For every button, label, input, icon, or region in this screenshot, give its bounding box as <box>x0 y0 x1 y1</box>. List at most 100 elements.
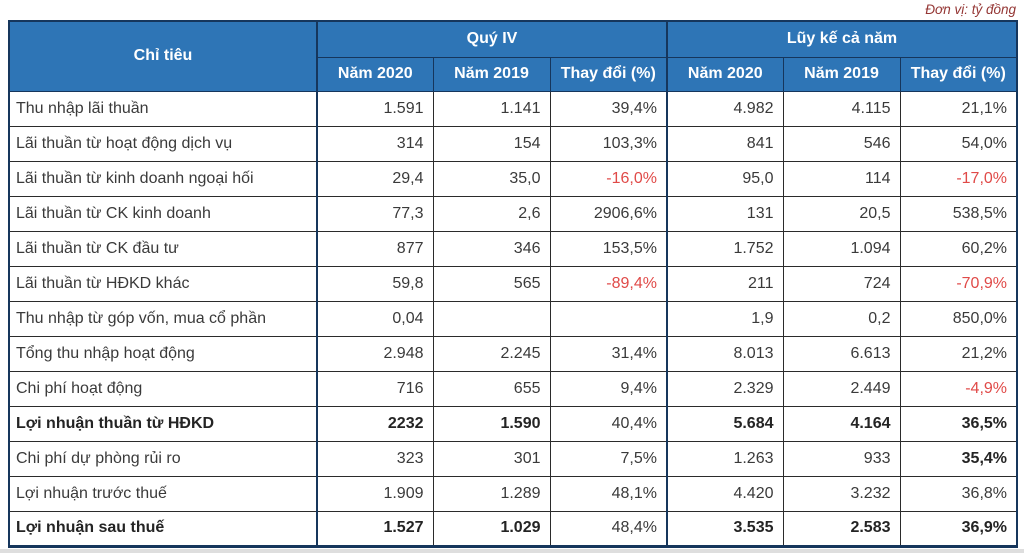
value-cell: 48,4% <box>549 510 668 547</box>
row-label: Thu nhập từ góp vốn, mua cổ phần <box>8 300 318 337</box>
value-cell: 95,0 <box>666 160 784 197</box>
value-cell: 1.094 <box>782 230 901 267</box>
value-cell: 2.329 <box>666 370 784 407</box>
value-cell: 1.289 <box>432 475 551 512</box>
value-cell: -17,0% <box>899 160 1018 197</box>
value-cell: 4.115 <box>782 90 901 127</box>
value-cell: 0,2 <box>782 300 901 337</box>
value-cell: 1.591 <box>316 90 434 127</box>
value-cell: 724 <box>782 265 901 302</box>
group-header-q4: Quý IV <box>316 20 668 58</box>
value-cell: 103,3% <box>549 125 668 162</box>
table-row: Lãi thuần từ HĐKD khác 59,8 565 -89,4% 211 72… <box>8 265 1018 302</box>
table-row: Chi phí dự phòng rủi ro 323 301 7,5% 1.263 93… <box>8 440 1018 477</box>
value-cell: 35,4% <box>899 440 1018 477</box>
table-header: Chỉ tiêu Quý IV Lũy kế cả năm Năm 2020 N… <box>8 20 1018 92</box>
value-cell <box>549 300 668 337</box>
row-label: Lợi nhuận thuần từ HĐKD <box>8 405 318 442</box>
value-cell: 841 <box>666 125 784 162</box>
value-cell: -89,4% <box>549 265 668 302</box>
value-cell: 1.141 <box>432 90 551 127</box>
value-cell: 5.684 <box>666 405 784 442</box>
value-cell: 4.164 <box>782 405 901 442</box>
table-row: Lãi thuần từ CK kinh doanh 77,3 2,6 2906,6%… <box>8 195 1018 232</box>
value-cell: 1.263 <box>666 440 784 477</box>
value-cell: 1.590 <box>432 405 551 442</box>
table-row: Lợi nhuận sau thuế 1.527 1.029 48,4% 3.535 2.… <box>8 510 1018 547</box>
value-cell: 546 <box>782 125 901 162</box>
value-cell: 131 <box>666 195 784 232</box>
row-label: Lợi nhuận sau thuế <box>8 510 318 547</box>
value-cell: 2.245 <box>432 335 551 372</box>
table-row: Lợi nhuận thuần từ HĐKD 2232 1.590 40,4% 5.6… <box>8 405 1018 442</box>
value-cell: 114 <box>782 160 901 197</box>
row-label: Lãi thuần từ kinh doanh ngoại hối <box>8 160 318 197</box>
value-cell: 565 <box>432 265 551 302</box>
row-label: Lãi thuần từ CK đầu tư <box>8 230 318 267</box>
value-cell: 314 <box>316 125 434 162</box>
row-label: Chi phí dự phòng rủi ro <box>8 440 318 477</box>
row-label: Tổng thu nhập hoạt động <box>8 335 318 372</box>
group-header-ytd: Lũy kế cả năm <box>665 20 1018 58</box>
table-row: Lãi thuần từ CK đầu tư 877 346 153,5% 1.752 1… <box>8 230 1018 267</box>
value-cell: 323 <box>316 440 434 477</box>
value-cell: 6.613 <box>782 335 901 372</box>
value-cell: 655 <box>432 370 551 407</box>
financial-results-table: Chỉ tiêu Quý IV Lũy kế cả năm Năm 2020 N… <box>8 20 1019 548</box>
value-cell: 2906,6% <box>549 195 668 232</box>
value-cell: 20,5 <box>782 195 901 232</box>
value-cell: 3.232 <box>782 475 901 512</box>
value-cell: 4.420 <box>666 475 784 512</box>
value-cell <box>432 300 551 337</box>
value-cell: -70,9% <box>899 265 1018 302</box>
value-cell: 36,5% <box>899 405 1018 442</box>
value-cell: 21,1% <box>899 90 1018 127</box>
value-cell: -16,0% <box>549 160 668 197</box>
value-cell: 211 <box>666 265 784 302</box>
subheader-ytd-2020: Năm 2020 <box>666 56 784 92</box>
value-cell: 8.013 <box>666 335 784 372</box>
header-sub-row: Năm 2020 Năm 2019 Thay đổi (%) Năm 2020 … <box>9 56 1018 92</box>
table-body: Thu nhập lãi thuần 1.591 1.141 39,4% 4.982 4.… <box>8 90 1018 547</box>
row-label: Lãi thuần từ hoạt động dịch vụ <box>8 125 318 162</box>
value-cell: 1.752 <box>666 230 784 267</box>
value-cell: 346 <box>432 230 551 267</box>
value-cell: 0,04 <box>316 300 434 337</box>
value-cell: 39,4% <box>549 90 668 127</box>
subheader-ytd-change: Thay đổi (%) <box>899 56 1018 92</box>
table-row: Lợi nhuận trước thuế 1.909 1.289 48,1% 4.420… <box>8 475 1018 512</box>
value-cell: 36,8% <box>899 475 1018 512</box>
value-cell: 40,4% <box>549 405 668 442</box>
criteria-header: Chỉ tiêu <box>8 20 318 92</box>
table-row: Lãi thuần từ kinh doanh ngoại hối 29,4 35,… <box>8 160 1018 197</box>
subheader-q4-2020: Năm 2020 <box>316 56 434 92</box>
value-cell: 3.535 <box>666 510 784 547</box>
value-cell: 1,9 <box>666 300 784 337</box>
value-cell: 36,9% <box>899 510 1018 547</box>
table-row: Thu nhập từ góp vốn, mua cổ phần 0,04 1,9 0… <box>8 300 1018 337</box>
table-row: Tổng thu nhập hoạt động 2.948 2.245 31,4% 8.… <box>8 335 1018 372</box>
value-cell: 538,5% <box>899 195 1018 232</box>
value-cell: 54,0% <box>899 125 1018 162</box>
value-cell: 877 <box>316 230 434 267</box>
subheader-q4-2019: Năm 2019 <box>432 56 551 92</box>
value-cell: 77,3 <box>316 195 434 232</box>
value-cell: -4,9% <box>899 370 1018 407</box>
value-cell: 2.449 <box>782 370 901 407</box>
value-cell: 154 <box>432 125 551 162</box>
bottom-edge-strip <box>0 549 1024 553</box>
value-cell: 1.909 <box>316 475 434 512</box>
table-row: Lãi thuần từ hoạt động dịch vụ 314 154 103,… <box>8 125 1018 162</box>
value-cell: 9,4% <box>549 370 668 407</box>
row-label: Lợi nhuận trước thuế <box>8 475 318 512</box>
unit-note: Đơn vị: tỷ đồng <box>925 2 1016 17</box>
row-label: Lãi thuần từ CK kinh doanh <box>8 195 318 232</box>
value-cell: 59,8 <box>316 265 434 302</box>
value-cell: 31,4% <box>549 335 668 372</box>
value-cell: 60,2% <box>899 230 1018 267</box>
value-cell: 48,1% <box>549 475 668 512</box>
value-cell: 21,2% <box>899 335 1018 372</box>
header-group-row: Chỉ tiêu Quý IV Lũy kế cả năm <box>8 20 1018 92</box>
value-cell: 2.948 <box>316 335 434 372</box>
